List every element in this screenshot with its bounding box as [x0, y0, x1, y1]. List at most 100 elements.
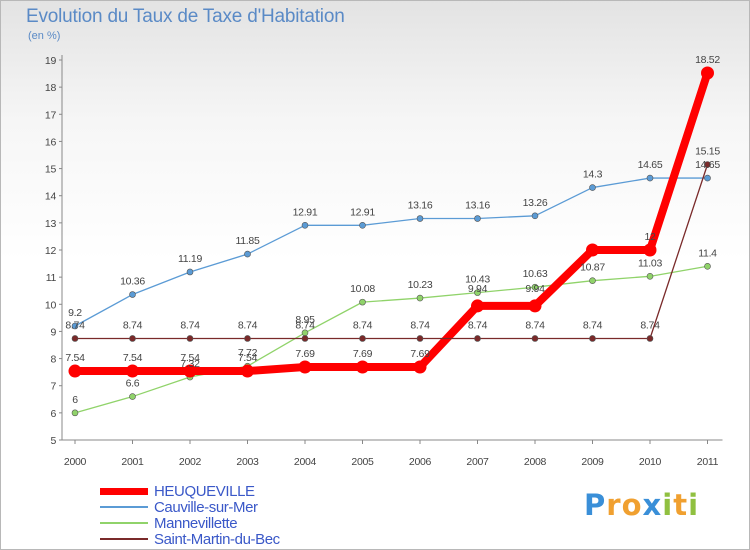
data-label: 8.74	[468, 319, 488, 331]
data-point	[704, 262, 711, 270]
data-point	[589, 184, 596, 191]
data-point	[241, 364, 254, 378]
data-point	[474, 215, 481, 222]
data-point	[646, 273, 654, 280]
series-line	[74, 177, 709, 327]
data-label: 7.54	[123, 352, 143, 364]
y-tick-label: 18	[45, 82, 57, 94]
y-tick-label: 11	[46, 272, 57, 284]
data-label: 8.74	[525, 319, 545, 331]
data-label: 11.85	[236, 235, 260, 247]
x-tick-label: 2010	[639, 456, 662, 468]
legend-item-cauville-sur-mer: Cauville-sur-Mer	[100, 499, 280, 516]
data-label: 10.08	[350, 283, 375, 295]
x-tick-label: 2007	[466, 456, 489, 468]
data-point	[646, 335, 654, 342]
data-label: 10.87	[580, 262, 605, 274]
legend-item-mannevillette: Mannevillette	[100, 514, 280, 532]
data-point	[359, 222, 366, 229]
data-label: 8.74	[123, 319, 143, 331]
data-point	[68, 364, 82, 378]
data-label: 8.74	[295, 319, 315, 331]
data-label: 9.94	[525, 283, 545, 295]
y-tick-label: 12	[45, 245, 57, 257]
legend-label: HEUQUEVILLE	[154, 482, 255, 500]
data-label: 10.63	[523, 268, 548, 280]
y-tick-label: 17	[45, 109, 57, 121]
logo-letter: t	[673, 488, 689, 522]
data-label: 11.03	[638, 257, 662, 269]
data-label: 7.69	[295, 348, 315, 360]
legend-swatch	[100, 506, 148, 508]
data-point	[186, 335, 194, 342]
data-point	[528, 299, 542, 313]
data-point	[474, 335, 481, 342]
data-label: 8.74	[65, 319, 85, 331]
y-tick-label: 5	[50, 435, 56, 447]
data-point	[471, 299, 484, 313]
data-point	[416, 294, 424, 302]
data-label: 7.69	[410, 348, 430, 360]
data-label: 7.54	[180, 352, 200, 364]
data-label: 13.16	[465, 200, 490, 212]
data-label: 6.6	[126, 378, 140, 390]
y-tick-label: 10	[45, 299, 57, 311]
y-tick-label: 7	[50, 381, 56, 393]
data-label: 7.32	[180, 358, 200, 370]
chart-legend: HEUQUEVILLE Cauville-sur-Mer Mannevillet…	[100, 482, 280, 548]
data-point	[183, 364, 197, 378]
data-label: 14.3	[583, 169, 603, 181]
legend-swatch	[100, 538, 148, 540]
y-tick-label: 6	[50, 408, 56, 420]
data-label: 9.94	[468, 283, 488, 295]
data-point	[129, 291, 136, 298]
data-point	[416, 335, 424, 342]
data-label: 15.15	[695, 146, 720, 158]
data-label: 8.74	[180, 319, 200, 331]
legend-label: Mannevillette	[154, 514, 238, 532]
data-point	[359, 298, 366, 306]
data-label: 12.91	[350, 206, 375, 218]
data-point	[244, 335, 251, 342]
legend-item-heuqueville: HEUQUEVILLE	[100, 482, 280, 500]
data-point	[589, 335, 596, 342]
x-tick-label: 2006	[409, 456, 432, 468]
x-tick-label: 2002	[179, 456, 202, 468]
data-label: 11.4	[698, 247, 717, 259]
logo-letter: i	[688, 488, 700, 522]
x-tick-label: 2011	[697, 456, 719, 468]
data-point	[643, 243, 657, 257]
data-point	[71, 409, 79, 417]
logo-letter: x	[642, 488, 663, 522]
data-label: 8.74	[238, 319, 258, 331]
data-label: 10.36	[120, 276, 145, 288]
data-point	[71, 322, 79, 330]
data-label: 12.91	[293, 206, 318, 218]
data-label: 13.16	[408, 200, 433, 212]
logo-letter: P	[584, 488, 607, 522]
legend-label: Saint-Martin-du-Bec	[154, 530, 280, 548]
data-point	[531, 283, 539, 291]
series-line	[74, 163, 709, 340]
data-point	[186, 268, 194, 276]
data-label: 10.23	[408, 279, 433, 291]
data-label: 13.26	[523, 197, 548, 209]
data-point	[129, 335, 136, 342]
y-tick-label: 15	[45, 164, 57, 176]
chart-title: Evolution du Taux de Taxe d'Habitation	[26, 6, 345, 27]
data-label: 14.65	[638, 159, 663, 171]
data-point	[704, 161, 711, 168]
data-point	[413, 360, 427, 374]
x-tick-label: 2009	[581, 456, 604, 468]
proxiti-logo: Proxiti	[584, 488, 699, 522]
data-label: 9.2	[68, 307, 82, 319]
y-tick-label: 8	[50, 354, 56, 366]
data-label: 8.74	[353, 319, 373, 331]
data-point	[701, 66, 714, 80]
logo-letter: i	[662, 488, 674, 522]
logo-letter: o	[621, 488, 643, 522]
data-point	[129, 393, 136, 400]
data-point	[356, 360, 369, 374]
x-tick-label: 2004	[294, 456, 317, 468]
